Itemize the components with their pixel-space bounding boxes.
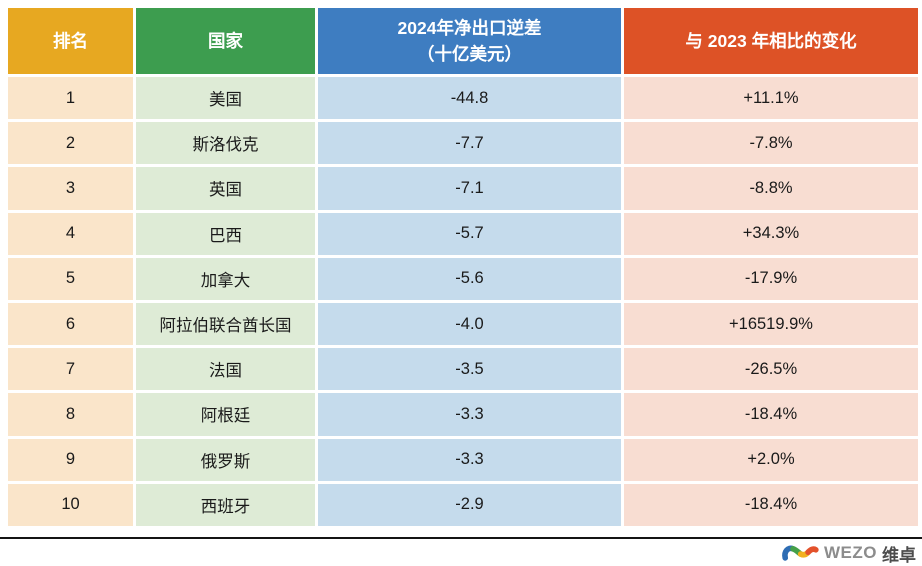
cell-deficit: -7.7 [318, 122, 621, 165]
cell-deficit: -4.0 [318, 302, 621, 346]
cell-rank: 5 [8, 257, 133, 300]
cell-change: -26.5% [624, 348, 918, 391]
cell-country: 西班牙 [136, 483, 315, 526]
cell-change: +16519.9% [624, 302, 918, 346]
cell-deficit: -3.3 [318, 393, 621, 436]
cell-country: 阿根廷 [136, 393, 315, 436]
cell-country: 斯洛伐克 [136, 122, 315, 165]
logo-red-swoosh [805, 546, 819, 556]
cell-rank: 2 [8, 122, 133, 165]
cell-rank: 3 [8, 167, 133, 210]
cell-deficit: -3.3 [318, 438, 621, 481]
cell-country: 英国 [136, 167, 315, 210]
cell-rank: 10 [8, 483, 133, 526]
cell-rank: 8 [8, 393, 133, 436]
cell-country: 加拿大 [136, 257, 315, 300]
cell-country: 美国 [136, 77, 315, 120]
cell-change: -18.4% [624, 393, 918, 436]
cell-deficit: -3.5 [318, 348, 621, 391]
cell-deficit: -44.8 [318, 77, 621, 120]
cell-deficit: -5.7 [318, 212, 621, 255]
ranking-table: 排名 国家 2024年净出口逆差 （十亿美元）与 2023 年相比的变化 1 美国 -44.… [8, 8, 918, 526]
cell-rank: 4 [8, 212, 133, 255]
cell-country: 法国 [136, 348, 315, 391]
cell-deficit: -5.6 [318, 257, 621, 300]
cell-change: -17.9% [624, 257, 918, 300]
footer-divider-line [0, 537, 922, 539]
column-header-deficit: 2024年净出口逆差 （十亿美元） [318, 8, 621, 74]
brand-name-chinese: 维卓 [882, 545, 916, 565]
column-header-country: 国家 [136, 8, 315, 74]
cell-rank: 6 [8, 302, 133, 346]
cell-country: 俄罗斯 [136, 438, 315, 481]
brand-footer: WEZO 维卓 [781, 543, 916, 565]
cell-country: 阿拉伯联合酋长国 [136, 302, 315, 346]
column-header-rank: 排名 [8, 8, 133, 74]
cell-change: +2.0% [624, 438, 918, 481]
cell-change: -18.4% [624, 483, 918, 526]
cell-deficit: -2.9 [318, 483, 621, 526]
cell-change: -8.8% [624, 167, 918, 210]
cell-change: -7.8% [624, 122, 918, 165]
column-header-change: 与 2023 年相比的变化 [624, 8, 918, 74]
cell-rank: 7 [8, 348, 133, 391]
cell-change: +34.3% [624, 212, 918, 255]
cell-rank: 9 [8, 438, 133, 481]
brand-name-latin: WEZO [824, 543, 877, 562]
cell-country: 巴西 [136, 212, 315, 255]
cell-rank: 1 [8, 77, 133, 120]
wezo-logo-icon [782, 545, 819, 561]
cell-deficit: -7.1 [318, 167, 621, 210]
cell-change: +11.1% [624, 77, 918, 120]
